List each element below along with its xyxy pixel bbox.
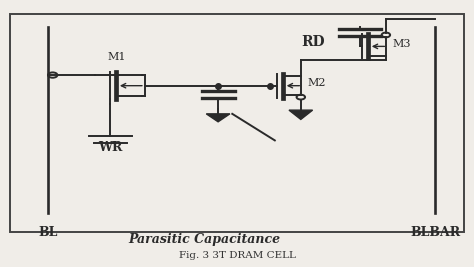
Bar bbox=[10, 14, 464, 232]
Text: M2: M2 bbox=[308, 78, 327, 88]
Text: M1: M1 bbox=[107, 52, 126, 62]
Text: RD: RD bbox=[301, 35, 324, 49]
Text: BLBAR: BLBAR bbox=[410, 226, 461, 239]
Polygon shape bbox=[289, 110, 313, 119]
Text: Fig. 3 3T DRAM CELL: Fig. 3 3T DRAM CELL bbox=[179, 251, 295, 260]
Text: WR: WR bbox=[98, 142, 122, 155]
Text: BL: BL bbox=[38, 226, 58, 239]
Text: Parasitic Capacitance: Parasitic Capacitance bbox=[128, 233, 280, 246]
Polygon shape bbox=[206, 114, 230, 122]
Text: M3: M3 bbox=[393, 39, 411, 49]
